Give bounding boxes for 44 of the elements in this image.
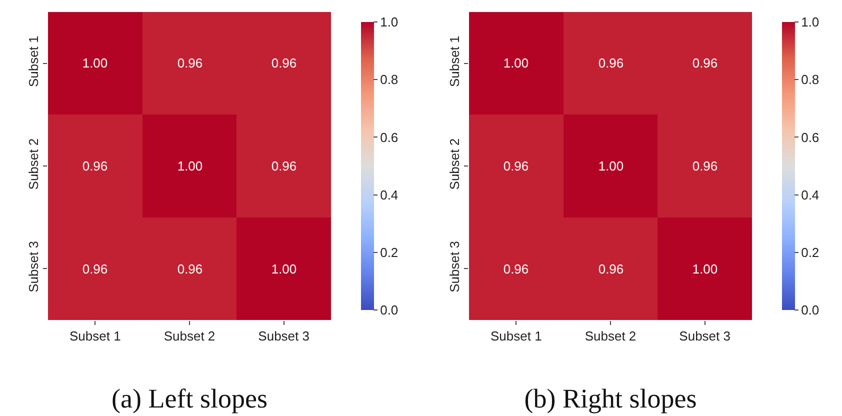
x-tick-label: Subset 3 — [258, 328, 310, 344]
y-tick-label: Subset 3 — [26, 241, 41, 292]
data-label: 0.96 — [598, 262, 624, 277]
y-tick-label: Subset 2 — [446, 138, 462, 190]
data-label: 0.96 — [271, 56, 297, 71]
color-bar-label: 0.2 — [380, 244, 398, 260]
y-tick-label: Subset 1 — [26, 36, 41, 88]
data-label: 0.96 — [692, 56, 718, 71]
color-bar-label: 1.0 — [801, 14, 820, 30]
x-tick-label: Subset 2 — [164, 328, 216, 344]
y-tick-label: Subset 1 — [446, 36, 462, 88]
color-bar-label: 0.8 — [801, 72, 820, 88]
color-bar-label: 1.0 — [380, 14, 398, 30]
text: (b) Right slopes — [524, 384, 697, 414]
y-tick-label: Subset 2 — [26, 138, 41, 190]
color-bar-label: 0.0 — [380, 302, 398, 318]
data-label: 0.96 — [177, 56, 203, 71]
x-tick-label: Subset 1 — [70, 328, 121, 344]
y-tick-label: Subset 3 — [446, 241, 462, 292]
data-label: 1.00 — [503, 56, 529, 71]
color-bar-label: 0.2 — [801, 244, 820, 260]
data-label: 1.00 — [177, 158, 203, 174]
text: (a) Left slopes — [112, 384, 268, 414]
data-label: 1.00 — [82, 56, 108, 71]
data-label: 1.00 — [692, 262, 718, 277]
data-label: 0.96 — [82, 262, 108, 277]
x-tick-label: Subset 3 — [679, 328, 730, 344]
color-bar-label: 0.6 — [801, 130, 820, 145]
data-label: 0.96 — [82, 158, 108, 174]
data-label: 0.96 — [503, 262, 529, 277]
data-label: 0.96 — [692, 158, 718, 174]
color-bar-label: 0.4 — [801, 187, 820, 202]
data-label: 1.00 — [271, 262, 297, 277]
data-label: 0.96 — [503, 158, 529, 174]
color-bar-label: 0.8 — [380, 72, 398, 88]
data-label: 0.96 — [271, 158, 297, 174]
x-tick-label: Subset 1 — [490, 328, 542, 344]
data-label: 0.96 — [177, 262, 203, 277]
color-bar-label: 0.4 — [380, 187, 398, 202]
data-label: 1.00 — [598, 158, 624, 174]
color-bar-label: 0.6 — [380, 130, 398, 145]
color-bar-label: 0.0 — [801, 302, 820, 318]
x-tick-label: Subset 2 — [584, 328, 636, 344]
data-label: 0.96 — [598, 56, 624, 71]
